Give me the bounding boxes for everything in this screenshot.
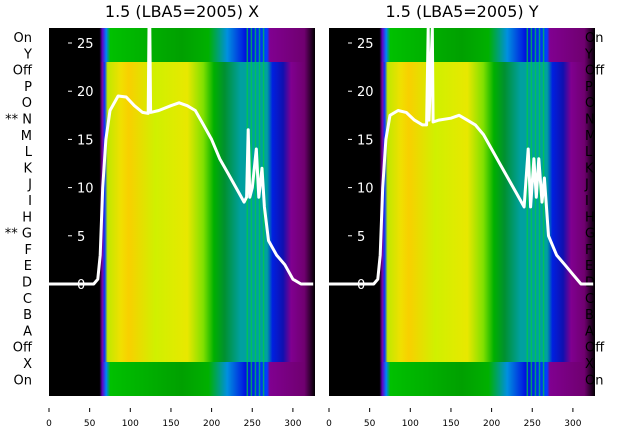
row-label: F: [585, 243, 592, 258]
y-tick-label: 15: [357, 133, 374, 148]
x-tick-label: 50: [364, 419, 376, 429]
heatmap-main: [49, 28, 315, 396]
stripe: [250, 28, 253, 396]
x-tick-label: 150: [442, 419, 459, 429]
y-tick-label: 5: [77, 230, 85, 245]
x-tick-label: 300: [284, 419, 301, 429]
row-label: K: [585, 161, 594, 176]
row-label: G: [585, 227, 595, 242]
panel-y: 1.5 (LBA5=2005) YOnYOffPONMLKJIHGFEDCBAO…: [326, 2, 605, 429]
row-label: On: [585, 373, 603, 388]
row-label: C: [23, 292, 32, 307]
row-label: H: [585, 210, 595, 225]
row-label: L: [25, 145, 33, 160]
stripe: [530, 28, 533, 396]
row-label: D: [22, 276, 32, 291]
stripe: [542, 28, 545, 396]
row-label: P: [24, 80, 32, 95]
x-tick-label: 250: [524, 419, 541, 429]
row-label: B: [23, 308, 32, 323]
heatmap-main: [329, 28, 595, 396]
heatmap-top-band: [49, 28, 315, 62]
row-label: J: [584, 178, 589, 193]
row-label: E: [585, 259, 593, 274]
row-label: M: [585, 129, 596, 144]
x-tick-label: 0: [326, 419, 332, 429]
x-tick-label: 150: [162, 419, 179, 429]
row-label: A: [585, 324, 594, 339]
row-label: Off: [13, 341, 33, 356]
stripe: [246, 28, 249, 396]
row-label: ** G: [5, 227, 32, 242]
y-tick-label: 15: [77, 133, 94, 148]
row-label: J: [27, 178, 32, 193]
row-label: X: [585, 357, 594, 372]
x-tick-label: 300: [564, 419, 581, 429]
row-label: Off: [585, 341, 605, 356]
row-label: X: [23, 357, 32, 372]
row-label: E: [24, 259, 32, 274]
y-tick-label: 10: [357, 182, 374, 197]
row-label: I: [28, 194, 32, 209]
y-tick-label: 20: [357, 85, 374, 100]
row-label: A: [23, 324, 32, 339]
x-tick-label: 200: [483, 419, 500, 429]
x-tick-label: 50: [84, 419, 96, 429]
row-label: On: [585, 31, 603, 46]
row-label: On: [14, 31, 32, 46]
row-label: K: [23, 161, 32, 176]
x-tick-label: 0: [46, 419, 52, 429]
row-label: B: [585, 308, 594, 323]
row-label: N: [585, 113, 595, 128]
stripe: [254, 28, 257, 396]
y-tick-label: 25: [357, 37, 374, 52]
row-label: On: [14, 373, 32, 388]
row-label: Off: [13, 64, 33, 79]
row-label: ** N: [5, 113, 32, 128]
x-tick-label: 250: [244, 419, 261, 429]
row-label: Off: [585, 64, 605, 79]
row-label: L: [585, 145, 593, 160]
row-label: P: [585, 80, 593, 95]
y-tick-label: 5: [357, 230, 365, 245]
y-tick-label: 25: [77, 37, 94, 52]
row-label: H: [22, 210, 32, 225]
panel-title: 1.5 (LBA5=2005) X: [105, 2, 259, 21]
row-label: Y: [23, 47, 32, 62]
x-tick-label: 100: [402, 419, 419, 429]
row-label: O: [22, 96, 32, 111]
y-tick-label: 10: [77, 182, 94, 197]
series-line: [49, 26, 314, 286]
series-line: [329, 26, 594, 286]
stripe: [534, 28, 537, 396]
row-label: F: [25, 243, 32, 258]
panel-title: 1.5 (LBA5=2005) Y: [385, 2, 538, 21]
y-tick-label: 20: [77, 85, 94, 100]
stripe: [258, 28, 261, 396]
stripe: [538, 28, 541, 396]
row-label: C: [585, 292, 594, 307]
heatmap-top-band: [329, 28, 595, 62]
row-label: Y: [584, 47, 593, 62]
x-tick-label: 200: [203, 419, 220, 429]
heatmap-bottom-band: [49, 362, 315, 396]
row-label: O: [585, 96, 595, 111]
x-tick-label: 100: [122, 419, 139, 429]
row-label: I: [585, 194, 589, 209]
stripe: [526, 28, 529, 396]
row-label: M: [21, 129, 32, 144]
heatmap-bottom-band: [329, 362, 595, 396]
